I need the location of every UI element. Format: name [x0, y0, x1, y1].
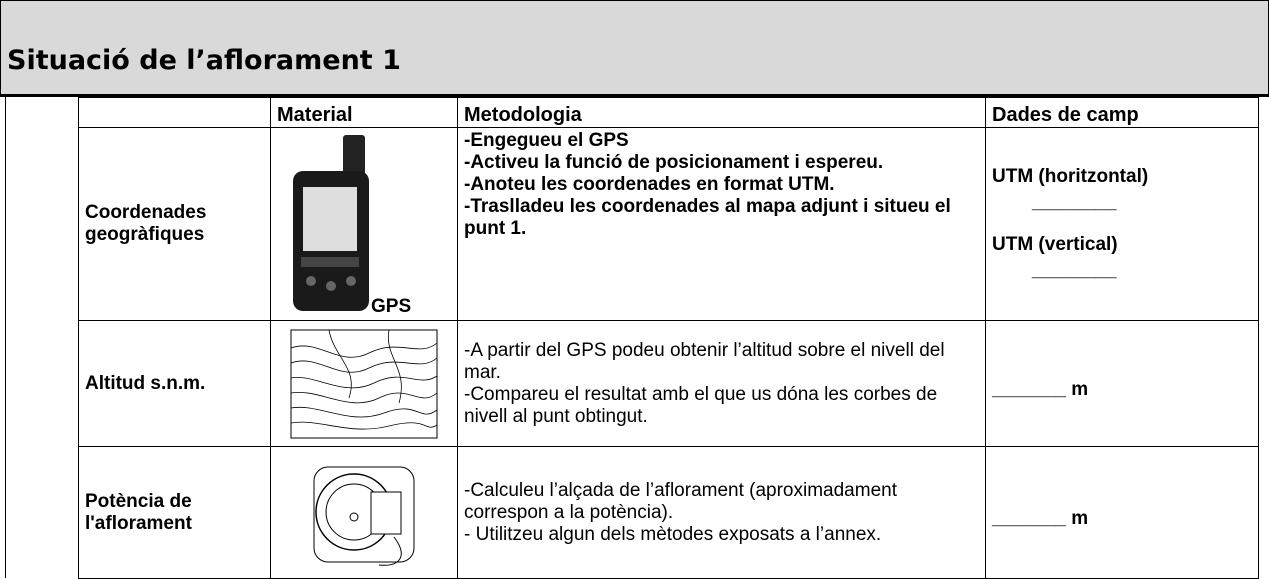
methodology: -Calculeu l’alçada de l’aflorament (apro… — [457, 446, 986, 579]
field: UTM (vertical) — [992, 234, 1118, 255]
field: _______ m — [992, 507, 1089, 529]
step: -Traslladeu les coordenades al mapa adju… — [464, 196, 951, 239]
row-label: Coordenades geogràfiques — [78, 127, 271, 321]
col-header: Dades de camp — [985, 97, 1259, 128]
gps-icon — [293, 135, 369, 311]
blank: ________ — [1032, 260, 1117, 281]
map-icon — [290, 329, 438, 438]
methodology: -Engegueu el GPS -Activeu la funció de p… — [457, 127, 986, 321]
row: Potència de l'aflorament -Calculeu l’alç… — [78, 446, 1259, 579]
col-header: Material — [270, 97, 458, 128]
material — [270, 446, 458, 579]
table: Material Metodologia Dades de camp Coord… — [78, 97, 1259, 579]
step: -A partir del GPS podeu obtenir l’altitu… — [464, 339, 945, 383]
header-row: Material Metodologia Dades de camp — [78, 97, 1259, 128]
step: -Engegueu el GPS — [464, 130, 629, 151]
field-data: _______ m — [985, 446, 1259, 579]
field: UTM (horitzontal) — [992, 166, 1149, 187]
row-label: Potència de l'aflorament — [78, 446, 271, 579]
row: Altitud s.n.m. -A partir del GPS podeu o… — [78, 320, 1259, 447]
material: GPS — [270, 127, 458, 321]
col-header: Metodologia — [457, 97, 986, 128]
row-label: Altitud s.n.m. — [78, 320, 271, 447]
methodology: -A partir del GPS podeu obtenir l’altitu… — [457, 320, 986, 447]
row: Coordenades geogràfiques GPS -Engegueu e… — [78, 127, 1259, 321]
step: -Activeu la funció de posicionament i es… — [464, 152, 884, 173]
field-data: UTM (horitzontal) ________ UTM (vertical… — [985, 127, 1259, 321]
step: -Anoteu les coordenades en format UTM. — [464, 174, 835, 195]
material — [270, 320, 458, 447]
blank: ________ — [1032, 192, 1117, 213]
margin-line — [5, 97, 6, 578]
step: -Compareu el resultat amb el que us dóna… — [464, 383, 938, 427]
step: - Utilitzeu algun dels mètodes exposats … — [464, 523, 882, 545]
step: -Calculeu l’alçada de l’aflorament (apro… — [464, 479, 897, 523]
field-data: _______ m — [985, 320, 1259, 447]
cell — [78, 97, 271, 128]
compass-icon — [313, 466, 415, 566]
field: _______ m — [992, 378, 1089, 400]
header: Situació de l’aflorament 1 — [0, 0, 1269, 97]
caption: GPS — [371, 296, 412, 317]
title: Situació de l’aflorament 1 — [7, 45, 401, 76]
